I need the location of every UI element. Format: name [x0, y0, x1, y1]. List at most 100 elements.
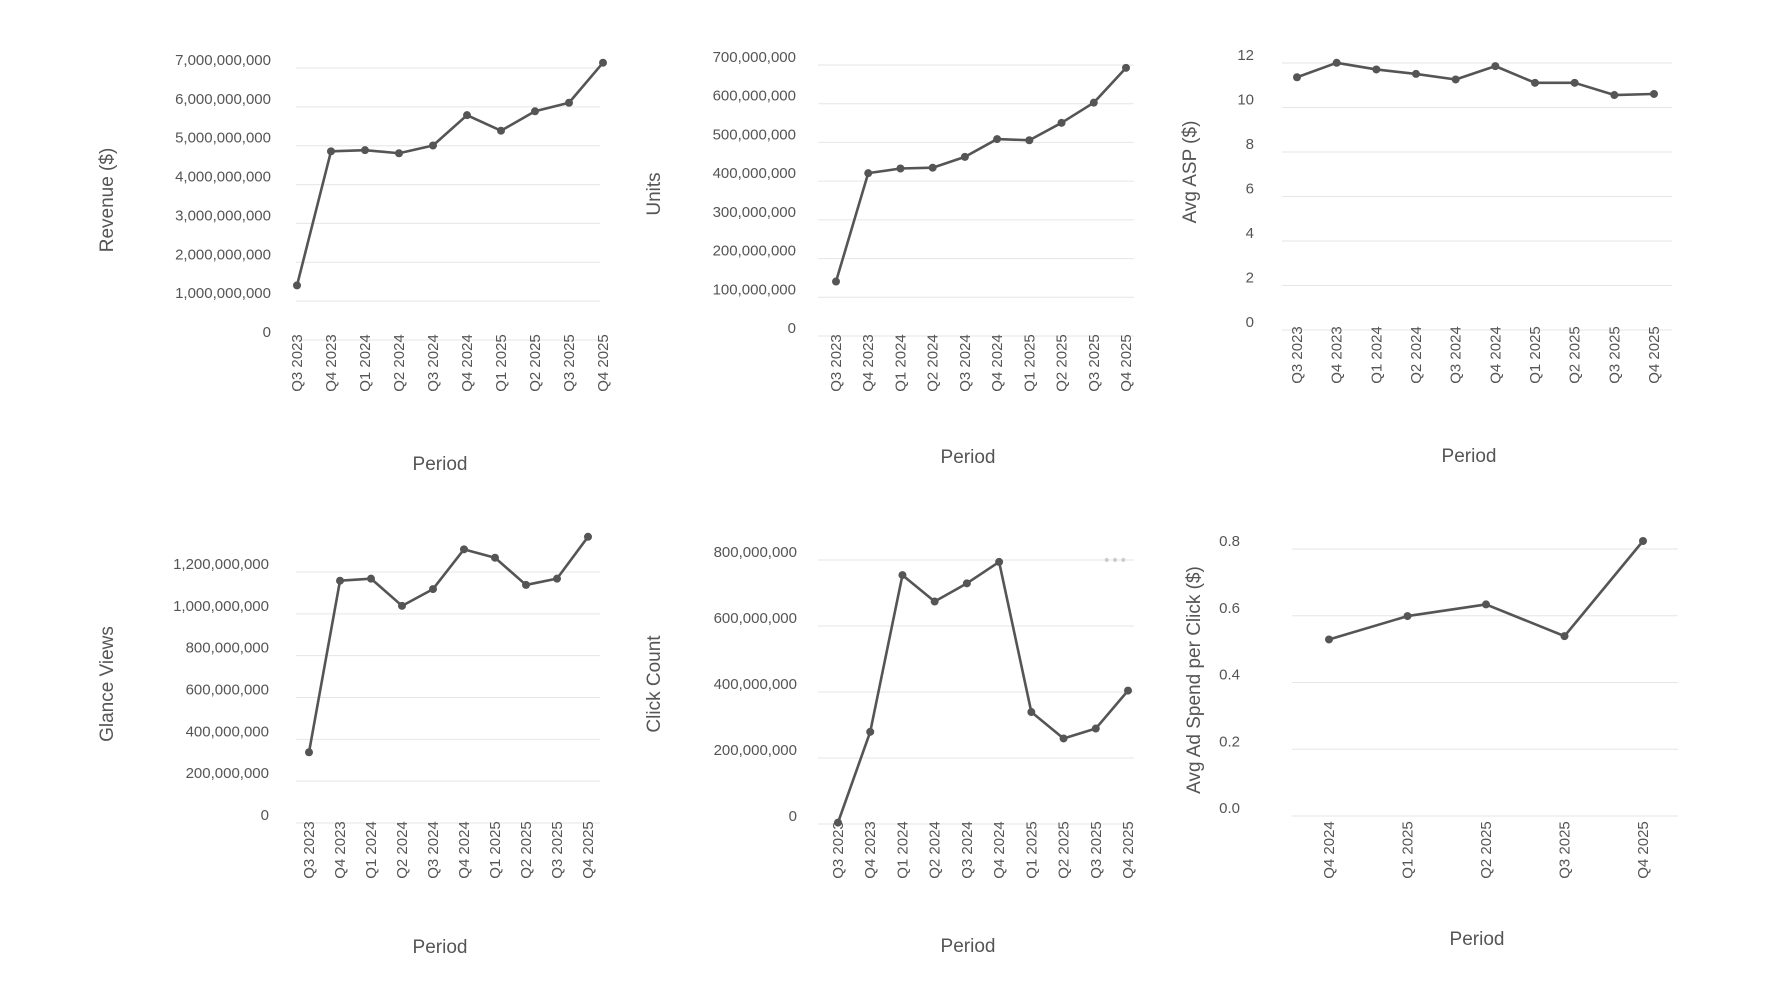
y-tick-label: 400,000,000	[186, 723, 269, 740]
data-point[interactable]	[398, 601, 406, 610]
y-tick-label: 600,000,000	[186, 682, 269, 699]
data-point[interactable]	[1025, 136, 1034, 145]
data-point[interactable]	[429, 141, 437, 150]
data-point[interactable]	[599, 58, 607, 67]
x-tick-label: Q4 2023	[323, 334, 340, 392]
data-point[interactable]	[1570, 78, 1579, 87]
x-tick-label: Q3 2024	[425, 821, 442, 879]
glance-views-chart: 0 200,000,000 400,000,000 600,000,000 800,00…	[0, 500, 600, 1004]
x-tick-label: Q4 2024	[989, 334, 1006, 392]
data-point[interactable]	[930, 597, 939, 606]
x-tick-label: Q3 2024	[959, 821, 976, 879]
x-tick-label: Q4 2023	[332, 821, 349, 879]
data-point[interactable]	[553, 574, 561, 583]
adspend-chart-svg: 0.0 0.2 0.4 0.6 0.8 Q4 2024 Q1 2025 Q2 2025 Q3 2…	[1184, 533, 1678, 950]
data-point[interactable]	[1451, 75, 1460, 84]
y-tick-label: 6,000,000,000	[175, 91, 271, 108]
y-tick-label: 0	[1246, 314, 1254, 331]
data-point[interactable]	[531, 107, 539, 116]
x-tick-label: Q1 2024	[363, 821, 380, 879]
data-point[interactable]	[832, 277, 840, 286]
y-tick-label: 1,000,000,000	[173, 598, 269, 615]
data-point[interactable]	[1027, 708, 1036, 717]
data-point[interactable]	[327, 147, 335, 156]
x-tick-label: Q3 2024	[1448, 326, 1465, 384]
data-point[interactable]	[497, 126, 505, 135]
data-point[interactable]	[522, 580, 530, 589]
data-point[interactable]	[993, 135, 1002, 144]
data-point[interactable]	[463, 111, 471, 120]
y-tick-label: 0	[789, 808, 797, 825]
y-tick-label: 2	[1246, 270, 1254, 287]
grid-lines	[818, 64, 1134, 337]
data-point[interactable]	[1560, 632, 1569, 641]
data-point[interactable]	[962, 579, 971, 588]
data-point[interactable]	[1059, 734, 1068, 743]
x-tick-label: Q3 2025	[1088, 821, 1105, 879]
data-point[interactable]	[429, 585, 437, 594]
data-point[interactable]	[1491, 62, 1500, 71]
data-point[interactable]	[1531, 78, 1539, 87]
data-point[interactable]	[866, 727, 875, 736]
data-point[interactable]	[896, 164, 905, 173]
data-point[interactable]	[361, 146, 369, 155]
y-axis-tick-labels: 0 1,000,000,000 2,000,000,000 3,000,000,000…	[175, 52, 271, 341]
x-tick-label: Q1 2024	[894, 821, 911, 879]
units-chart: 0 100,000,000 200,000,000 300,000,000 400,00…	[600, 0, 1160, 500]
x-tick-label: Q1 2025	[1023, 821, 1040, 879]
y-tick-label: 10	[1237, 92, 1254, 109]
data-point[interactable]	[1089, 98, 1098, 107]
series-line	[295, 61, 604, 286]
y-tick-label: 0.8	[1219, 533, 1240, 550]
x-tick-label: Q1 2025	[1021, 334, 1038, 392]
data-point[interactable]	[1403, 612, 1412, 621]
more-horizontal-icon[interactable]: •••	[1103, 553, 1128, 569]
data-point[interactable]	[1122, 63, 1130, 72]
y-tick-label: 6	[1246, 181, 1254, 198]
revenue-chart: 0 1,000,000,000 2,000,000,000 3,000,000,000…	[0, 0, 612, 500]
y-tick-label: 0.4	[1219, 667, 1240, 684]
data-point[interactable]	[995, 557, 1004, 566]
y-tick-label: 500,000,000	[713, 126, 796, 143]
data-point[interactable]	[864, 169, 873, 178]
data-point[interactable]	[491, 553, 499, 562]
data-point[interactable]	[834, 818, 842, 827]
data-point[interactable]	[1372, 65, 1381, 74]
data-point[interactable]	[1412, 69, 1420, 78]
data-point[interactable]	[336, 576, 344, 585]
data-point[interactable]	[1124, 686, 1132, 695]
y-axis-title: Avg Ad Spend per Click ($)	[1184, 566, 1205, 794]
data-point[interactable]	[460, 545, 468, 554]
data-point[interactable]	[305, 748, 313, 757]
y-tick-label: 600,000,000	[714, 610, 797, 627]
data-point[interactable]	[898, 571, 907, 580]
data-point[interactable]	[565, 98, 573, 107]
data-point[interactable]	[1293, 73, 1301, 82]
data-point[interactable]	[1482, 600, 1490, 609]
data-point[interactable]	[1639, 537, 1647, 545]
data-point[interactable]	[367, 574, 375, 583]
data-point[interactable]	[584, 532, 592, 541]
x-tick-label: Q2 2024	[391, 334, 408, 392]
data-point[interactable]	[960, 152, 969, 161]
data-point[interactable]	[1091, 724, 1100, 733]
x-tick-label: Q1 2025	[1527, 326, 1544, 384]
series-line	[836, 560, 1129, 824]
x-axis-title: Period	[1442, 446, 1497, 467]
x-tick-label: Q2 2025	[1054, 334, 1071, 392]
data-point[interactable]	[928, 163, 937, 172]
series-line	[307, 536, 590, 753]
data-point[interactable]	[1332, 58, 1341, 67]
x-tick-label: Q4 2025	[1635, 821, 1652, 879]
data-point[interactable]	[1650, 89, 1658, 98]
data-point[interactable]	[1057, 118, 1066, 127]
x-axis-tick-labels: Q3 2023 Q4 2023 Q1 2024 Q2 2024 Q3 2024 Q4 20…	[289, 334, 612, 392]
series-line	[1328, 540, 1645, 641]
y-axis-tick-labels: 0 200,000,000 400,000,000 600,000,000 800,00…	[714, 544, 797, 825]
data-point[interactable]	[1610, 91, 1619, 100]
data-point[interactable]	[1325, 635, 1333, 644]
data-point[interactable]	[395, 149, 403, 158]
x-axis-tick-labels: Q3 2023 Q4 2023 Q1 2024 Q2 2024 Q3 2024 Q4 20…	[1289, 326, 1663, 384]
y-tick-label: 200,000,000	[713, 243, 796, 260]
data-point[interactable]	[293, 281, 301, 290]
